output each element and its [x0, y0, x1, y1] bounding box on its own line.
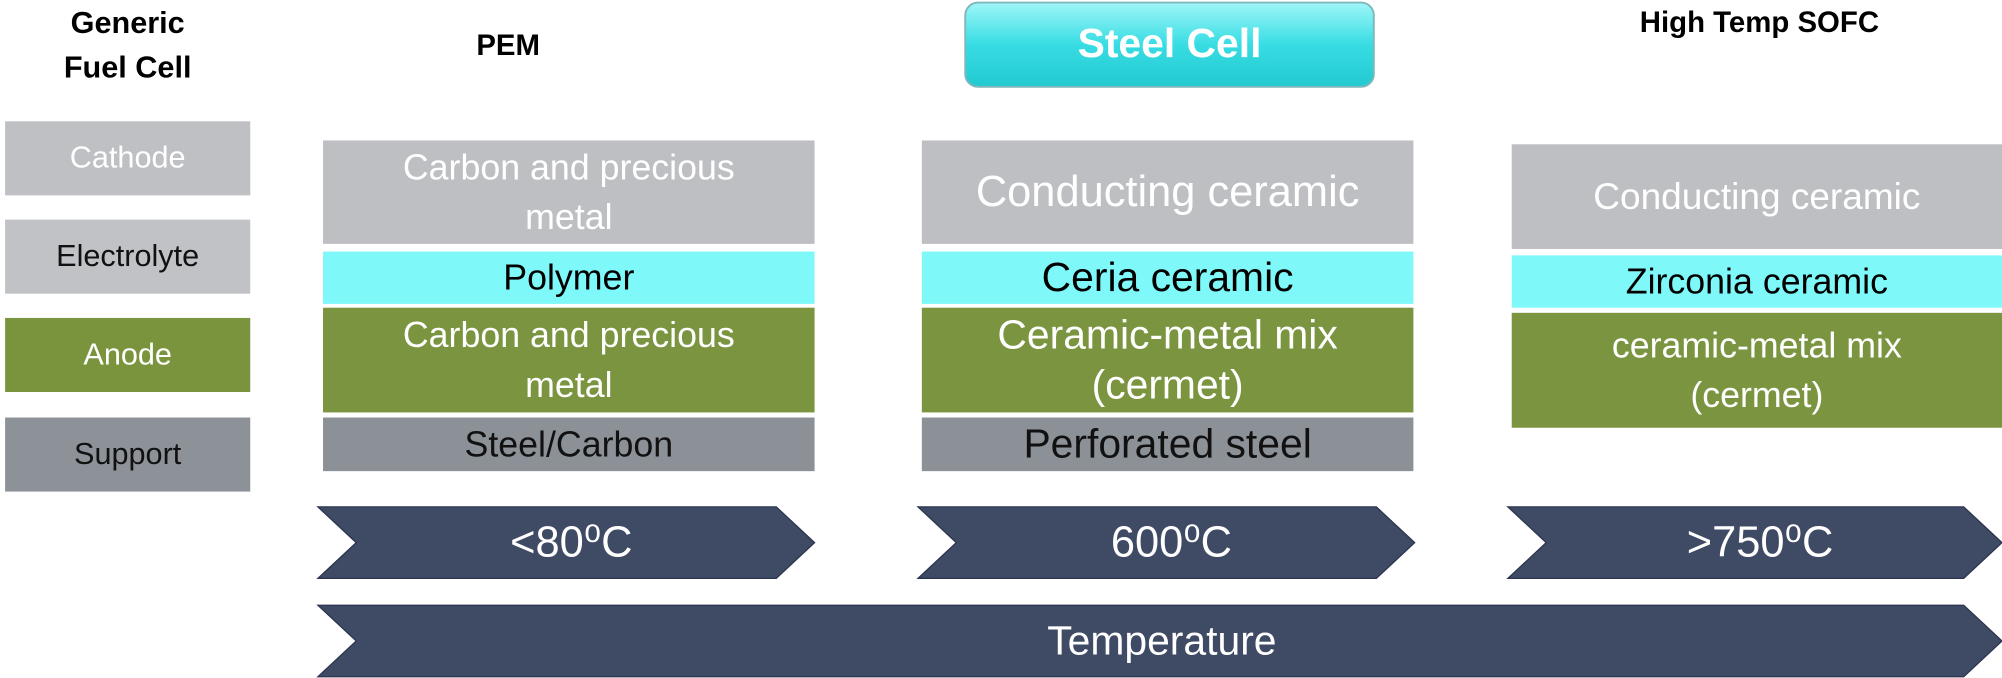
column-title: Steel Cell — [1078, 20, 1262, 66]
label-line: Carbon and precious — [403, 147, 735, 187]
column-title: High Temp SOFC — [1640, 6, 1879, 39]
legend-label: Anode — [83, 337, 172, 371]
temperature-arrow — [916, 506, 1416, 580]
highlight-button — [964, 1, 1375, 88]
layer — [921, 140, 1414, 244]
layer — [921, 307, 1414, 413]
label-line: (cermet) — [1092, 361, 1244, 407]
legend-box — [5, 417, 251, 492]
layer — [1511, 255, 2002, 308]
legend-box — [5, 317, 251, 392]
temperature-label: 600⁰C — [1111, 519, 1232, 567]
label-line: Steel/Carbon — [464, 424, 673, 464]
label-line: Carbon and precious — [403, 315, 735, 355]
label-line: metal — [525, 365, 612, 405]
layer — [323, 307, 815, 413]
footer-label: Temperature — [1047, 617, 1276, 663]
legend-label: Cathode — [70, 141, 186, 175]
label-line: Ceria ceramic — [1042, 254, 1294, 300]
legend-box — [5, 219, 251, 294]
layer — [1511, 144, 2002, 249]
column-title: PEM — [476, 29, 540, 62]
legend-box — [5, 121, 251, 196]
label-line: Conducting ceramic — [1593, 175, 1920, 217]
label-line: Perforated steel — [1023, 421, 1311, 467]
label-line: ceramic-metal mix — [1612, 325, 1902, 365]
legend-label: Support — [74, 437, 182, 471]
label-line: Zirconia ceramic — [1626, 262, 1888, 302]
layer — [921, 251, 1414, 304]
footer-arrow — [316, 604, 2002, 678]
label-line: Fuel Cell — [64, 51, 192, 85]
temperature-arrow — [316, 506, 816, 580]
layer — [323, 417, 815, 472]
temperature-label: >750⁰C — [1687, 519, 1834, 567]
label-line: Conducting ceramic — [976, 168, 1360, 216]
temperature-arrow — [1506, 506, 2002, 580]
label-line: Generic — [71, 6, 185, 40]
label-line: Polymer — [503, 258, 634, 298]
label-line: metal — [525, 197, 612, 237]
temperature-label: <80⁰C — [510, 519, 632, 567]
layer — [921, 417, 1414, 472]
label-line: Ceramic-metal mix — [997, 312, 1337, 358]
label-line: (cermet) — [1690, 375, 1823, 415]
layer — [323, 251, 815, 304]
legend-label: Electrolyte — [56, 239, 199, 273]
layer — [1511, 312, 2002, 428]
layer — [323, 140, 815, 244]
